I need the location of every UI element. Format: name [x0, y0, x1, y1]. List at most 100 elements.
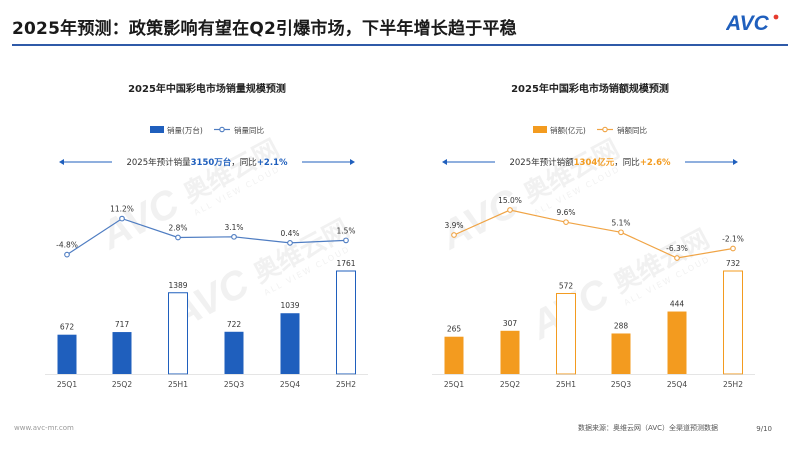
legend-line-label: 销量同比 [234, 125, 264, 135]
yoy-label: 2.8% [168, 223, 187, 232]
yoy-label: 3.9% [444, 221, 463, 230]
annotation-part: 1304亿元 [574, 157, 615, 168]
category-label: 25Q3 [224, 380, 244, 389]
yoy-label: -4.8% [56, 241, 78, 250]
yoy-point [175, 234, 181, 241]
annotation-arrowhead-left [442, 159, 447, 165]
bar-25Q1 [444, 336, 464, 374]
legend-bar-swatch [150, 126, 164, 133]
bar-25H1 [556, 293, 576, 375]
annotation-arrowhead-right [350, 159, 355, 165]
bar-25Q4 [667, 311, 687, 374]
bar-25Q4 [280, 313, 300, 374]
bar-25Q3 [611, 333, 631, 374]
annotation-text: 2025年预计销额1304亿元，同比+2.6% [509, 157, 671, 168]
bar-value-label: 265 [447, 325, 462, 334]
yoy-label: 5.1% [611, 218, 630, 227]
bar-value-label: 572 [559, 282, 574, 291]
category-label: 25Q4 [280, 380, 300, 389]
bar-value-label: 1761 [336, 259, 355, 268]
category-label: 25Q2 [500, 380, 520, 389]
category-label: 25Q3 [611, 380, 631, 389]
bar-value-label: 717 [115, 320, 130, 329]
title-divider [12, 44, 788, 46]
legend-line-marker [602, 126, 608, 133]
yoy-point [343, 237, 349, 244]
yoy-label: 0.4% [280, 229, 299, 238]
legend-bar-label: 销额(亿元) [550, 125, 586, 135]
footer-url: www.avc-mr.com [14, 424, 74, 432]
avc-logo-dot [773, 14, 779, 20]
annotation-part: ，同比 [231, 157, 257, 168]
yoy-point [730, 245, 736, 252]
yoy-point [618, 229, 624, 236]
category-label: 25Q1 [444, 380, 464, 389]
category-label: 25H1 [168, 380, 188, 389]
bar-25Q3 [224, 331, 244, 374]
category-label: 25H2 [336, 380, 356, 389]
annotation-part: ，同比 [614, 157, 640, 168]
category-label: 25H1 [556, 380, 576, 389]
page-title: 2025年预测：政策影响有望在Q2引爆市场，下半年增长趋于平稳 [12, 19, 517, 39]
bar-value-label: 1389 [168, 281, 187, 290]
bar-value-label: 307 [503, 319, 518, 328]
category-label: 25Q2 [112, 380, 132, 389]
bar-value-label: 444 [670, 300, 685, 309]
yoy-point [507, 207, 513, 213]
yoy-label: -6.3% [666, 244, 688, 253]
yoy-label: 9.6% [556, 208, 575, 217]
bar-25Q2 [112, 332, 132, 374]
yoy-point [119, 215, 125, 222]
watermark-brand: AVC [93, 180, 187, 258]
legend-bar-label: 销量(万台) [167, 125, 203, 135]
bar-25H2 [336, 270, 356, 375]
legend-line-marker [219, 126, 225, 133]
yoy-point [287, 240, 293, 246]
yoy-line [453, 209, 734, 259]
bar-25H1 [168, 292, 188, 375]
annotation-part: +2.6% [640, 158, 671, 168]
bar-value-label: 722 [227, 320, 242, 329]
bar-25H2 [723, 270, 743, 375]
bar-value-label: 672 [60, 323, 75, 332]
bar-value-label: 732 [726, 259, 741, 268]
yoy-line [66, 217, 347, 256]
annotation-part: 2025年预计销额 [509, 157, 574, 168]
watermark-brand: AVC [433, 180, 527, 258]
annotation-part: 3150万台 [191, 157, 232, 168]
avc-logo-text: AVC [726, 12, 770, 34]
annotation-part: +2.1% [257, 158, 288, 168]
yoy-point [64, 251, 70, 258]
category-label: 25H2 [723, 380, 743, 389]
annotation-part: 2025年预计销量 [126, 157, 191, 168]
legend-bar-swatch [533, 126, 547, 133]
bar-25Q2 [500, 330, 520, 374]
yoy-label: -2.1% [722, 235, 744, 244]
footer-source: 数据来源：奥维云网（AVC）全渠道预测数据 [578, 424, 719, 432]
annotation-arrowhead-left [59, 159, 64, 165]
yoy-label: 3.1% [224, 223, 243, 232]
chart-title: 2025年中国彩电市场销额规模预测 [511, 82, 669, 95]
annotation-arrowhead-right [733, 159, 738, 165]
bar-value-label: 288 [614, 321, 629, 330]
legend-line-label: 销额同比 [617, 125, 647, 135]
yoy-label: 11.2% [110, 205, 134, 214]
chart-title: 2025年中国彩电市场销量规模预测 [128, 82, 286, 95]
yoy-point [563, 219, 569, 226]
avc-logo: AVC [726, 12, 779, 34]
yoy-point [674, 255, 680, 261]
yoy-point [451, 232, 457, 238]
category-label: 25Q4 [667, 380, 687, 389]
bar-value-label: 1039 [280, 301, 299, 310]
annotation-text: 2025年预计销量3150万台，同比+2.1% [126, 157, 288, 168]
yoy-point [231, 233, 237, 240]
yoy-label: 15.0% [498, 196, 522, 205]
bar-25Q1 [57, 334, 77, 374]
footer-page-number: 9/10 [756, 425, 772, 433]
